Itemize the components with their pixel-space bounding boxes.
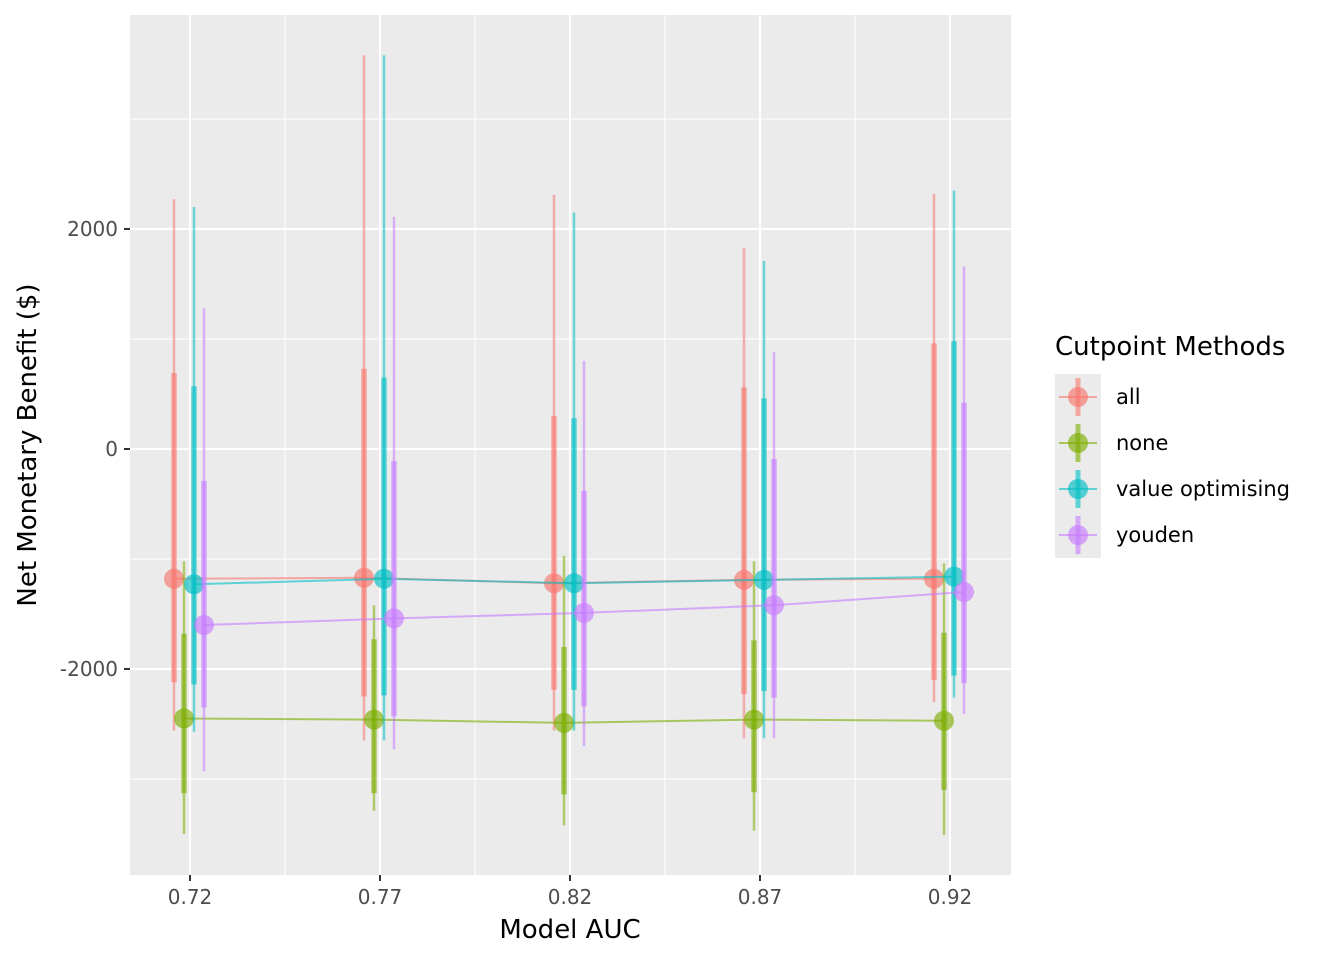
median-point: [564, 573, 584, 594]
x-tick-label-1: 0.77: [358, 885, 403, 909]
legend-item-youden: youden: [1055, 512, 1194, 558]
y-tick-labels: 2000 0 -2000: [60, 217, 118, 681]
median-point: [384, 608, 404, 629]
legend-key-point: [1068, 387, 1088, 407]
legend: Cutpoint Methods all none value optimising…: [1055, 332, 1290, 558]
series-layer: [164, 55, 974, 836]
legend-title: Cutpoint Methods: [1055, 332, 1285, 362]
legend-label: none: [1116, 431, 1168, 455]
median-point: [554, 712, 574, 733]
median-point: [374, 568, 394, 589]
median-point: [924, 568, 944, 589]
median-point: [754, 569, 774, 590]
median-point: [574, 602, 594, 623]
series-value-optimising: [184, 55, 964, 741]
legend-item-value-optimising: value optimising: [1055, 466, 1290, 512]
legend-label: all: [1116, 385, 1141, 409]
legend-label: value optimising: [1116, 477, 1290, 501]
median-point: [764, 595, 784, 616]
median-point: [164, 568, 184, 589]
y-tick-label-0: 2000: [67, 217, 118, 241]
legend-label: youden: [1116, 523, 1194, 547]
y-tick-label-1: 0: [105, 437, 118, 461]
series-all: [164, 55, 944, 741]
x-tick-labels: 0.72 0.77 0.82 0.87 0.92: [168, 885, 973, 909]
legend-key-point: [1068, 433, 1088, 453]
legend-key-point: [1068, 479, 1088, 499]
legend-item-none: none: [1055, 420, 1168, 466]
median-point: [354, 567, 374, 588]
median-point: [194, 615, 214, 635]
y-axis-title: Net Monetary Benefit ($): [13, 283, 43, 606]
x-tick-label-3: 0.87: [738, 885, 783, 909]
median-point: [954, 582, 974, 602]
x-axis-title: Model AUC: [499, 915, 640, 945]
legend-item-all: all: [1055, 374, 1141, 420]
median-point: [174, 708, 194, 729]
series-youden: [194, 216, 974, 772]
axis-ticks: [124, 228, 951, 881]
grid-major: [130, 15, 1011, 875]
x-tick-label-4: 0.92: [928, 885, 973, 909]
median-point: [364, 709, 384, 730]
median-point: [184, 574, 204, 595]
y-tick-label-2: -2000: [60, 657, 118, 681]
legend-items: all none value optimising youden: [1055, 374, 1290, 558]
median-point: [744, 709, 764, 730]
x-tick-label-0: 0.72: [168, 885, 213, 909]
x-tick-label-2: 0.82: [548, 885, 593, 909]
median-point: [934, 710, 954, 731]
median-point: [944, 566, 964, 587]
legend-key-point: [1068, 525, 1088, 545]
